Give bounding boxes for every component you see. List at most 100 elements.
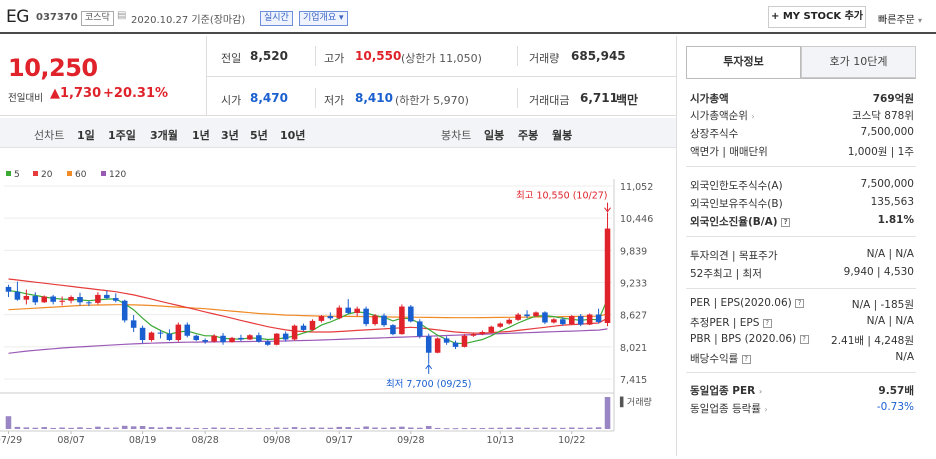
y-tick-label: 10,446 <box>620 214 653 225</box>
candle-body <box>238 337 244 340</box>
candle-body <box>264 341 271 345</box>
high-label: 고가 <box>324 52 345 65</box>
volume-bar <box>497 427 504 429</box>
stock-name: EG <box>6 7 29 27</box>
legend-swatch-60 <box>67 171 72 176</box>
candle-body <box>506 319 512 324</box>
volume-bar <box>247 427 253 429</box>
candle-body <box>309 320 316 330</box>
prev-close-label: 전일 <box>221 52 242 65</box>
candle-body <box>461 335 468 347</box>
volume-bar <box>515 427 521 429</box>
period-1y[interactable]: 1년 <box>192 129 210 142</box>
cap-rank-row[interactable]: 시가총액순위 › 코스닥 878위 <box>690 110 914 122</box>
help-icon[interactable]: ? <box>762 318 772 328</box>
y-tick-label: 8,627 <box>620 311 647 322</box>
candle-body <box>524 314 530 317</box>
shares-row: 상장주식수 7,500,000 <box>690 126 914 140</box>
volume-bar <box>309 427 316 429</box>
candle-body <box>291 325 298 340</box>
quick-order-link[interactable]: 빠른주문 ▾ <box>878 15 923 26</box>
legend-swatch-20 <box>33 171 38 176</box>
x-tick-label: 09/08 <box>263 435 290 446</box>
volume-bar <box>345 427 352 429</box>
candle-body <box>202 339 208 342</box>
volume-bar <box>604 397 611 429</box>
volume-bar <box>77 427 83 429</box>
x-tick-label: 09/17 <box>326 435 353 446</box>
candle-body <box>68 297 74 301</box>
candle-body <box>542 312 548 323</box>
candle-body <box>273 333 280 345</box>
volume-bar <box>32 427 39 429</box>
candle-body <box>139 327 146 340</box>
volume-bar <box>434 427 441 429</box>
volume-bar <box>470 427 477 429</box>
candle-body <box>59 300 65 302</box>
candle-body <box>23 295 30 300</box>
period-5y[interactable]: 5년 <box>250 129 268 142</box>
volume-bar <box>586 427 593 429</box>
period-1w[interactable]: 1주일 <box>108 129 136 142</box>
x-tick-label: 09/28 <box>397 435 424 446</box>
y-tick-label: 7,415 <box>620 375 647 386</box>
candle-body <box>577 316 584 325</box>
industry-per-row[interactable]: 동일업종 PER › 9.57배 <box>690 385 914 397</box>
realtime-badge[interactable]: 실시간 <box>260 11 293 26</box>
legend-label-60: 60 <box>75 170 87 180</box>
ma60-line <box>8 304 608 319</box>
chart-period-nav <box>0 118 676 148</box>
high-annotation: 최고 10,550 (10/27) <box>516 191 608 202</box>
period-monthly[interactable]: 월봉 <box>552 129 573 142</box>
tab-invest-info[interactable]: 투자정보 <box>686 46 801 78</box>
help-icon[interactable]: ? <box>799 334 809 344</box>
candle-body <box>443 338 450 343</box>
candle-chart: 5 20 60 120 11,052 10,446 9,839 9,233 8,627 8,02… <box>0 149 676 456</box>
volume-bar <box>291 427 298 429</box>
candles <box>5 212 611 364</box>
period-weekly[interactable]: 주봉 <box>518 129 539 142</box>
week52-row: 52주최고 | 최저 9,940 | 4,530 <box>690 266 914 280</box>
x-tick-label: 08/19 <box>129 435 156 446</box>
candle-body <box>345 307 352 313</box>
help-icon[interactable]: ? <box>781 217 791 227</box>
per-row: PER | EPS(2020.06) ? N/A | -185원 <box>690 297 914 311</box>
volume-bar <box>506 427 512 429</box>
volume-bar <box>443 428 450 430</box>
volume-bar <box>68 427 74 429</box>
candle-body <box>408 306 414 322</box>
candle-body <box>336 307 343 319</box>
volume-bar <box>41 427 48 429</box>
candle-body <box>568 316 575 325</box>
volume-bar <box>300 427 307 429</box>
volume-bar <box>50 427 56 429</box>
volume-bar <box>408 427 414 429</box>
candle-body <box>14 291 21 300</box>
candle-body <box>50 296 56 302</box>
period-1d[interactable]: 1일 <box>77 129 95 142</box>
company-overview-dropdown[interactable]: 기업개요 ▾ <box>299 11 348 26</box>
help-icon[interactable]: ? <box>795 298 805 308</box>
volume-bar <box>148 427 155 429</box>
period-3y[interactable]: 3년 <box>221 129 239 142</box>
volume-bar <box>390 427 396 429</box>
volume-bar <box>238 428 244 430</box>
help-icon[interactable]: ? <box>741 354 751 364</box>
low-label: 저가 <box>324 94 345 107</box>
est-per-row: 추정PER | EPS ? N/A | N/A <box>690 315 914 329</box>
volume-bar <box>184 427 191 429</box>
amount-unit: 백만 <box>616 93 639 107</box>
add-my-stock-button[interactable]: + MY STOCK 추가 <box>768 6 866 28</box>
volume-bar <box>533 427 539 429</box>
period-3m[interactable]: 3개월 <box>150 129 178 142</box>
period-daily[interactable]: 일봉 <box>484 129 505 142</box>
candle-body <box>488 326 495 333</box>
period-10y[interactable]: 10년 <box>280 129 306 142</box>
upper-limit: (상한가 11,050) <box>401 52 482 65</box>
x-axis: 07/29 08/07 08/19 08/28 09/08 09/17 09/28 10/13… <box>0 430 614 446</box>
legend-swatch-120 <box>101 171 106 176</box>
candle-body <box>121 300 128 321</box>
tab-orderbook[interactable]: 호가 10단계 <box>801 46 916 78</box>
volume-bar <box>488 427 495 429</box>
industry-rate-row[interactable]: 동일업종 등락률 › -0.73% <box>690 401 914 415</box>
